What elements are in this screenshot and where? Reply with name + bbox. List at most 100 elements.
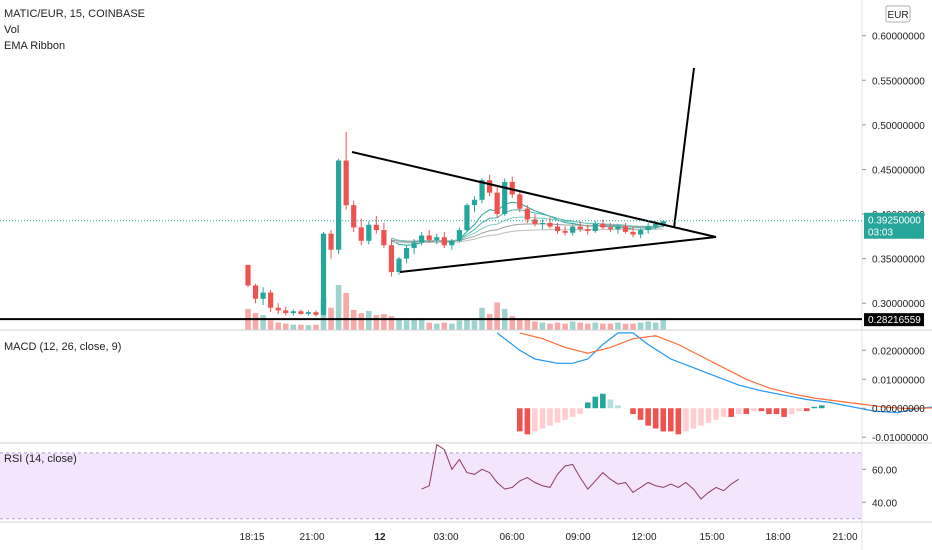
price-tick-label: 0.45000000	[872, 165, 925, 176]
volume-bar	[539, 322, 546, 330]
candle-body	[479, 180, 485, 200]
macd-histogram-bar	[592, 396, 599, 409]
macd-tick-label: -0.01000000	[872, 433, 929, 444]
candle-body	[509, 181, 515, 195]
candle-body	[622, 226, 629, 232]
candle-body	[366, 224, 372, 241]
candles[interactable]	[245, 132, 666, 317]
rsi-band	[0, 452, 862, 519]
volume-bar	[449, 323, 455, 330]
candle-body	[351, 205, 357, 228]
macd-histogram-bar	[751, 408, 757, 412]
candle-body	[660, 221, 666, 224]
candle-body	[403, 247, 410, 259]
last-price-tag-bg	[864, 212, 924, 239]
volume-bar	[622, 323, 629, 330]
volume-bar	[607, 323, 614, 330]
candle-body	[252, 285, 259, 299]
rsi-pane[interactable]: 60.00 40.00 RSI (14, close)	[0, 443, 897, 520]
volume-bar	[630, 323, 636, 330]
price-pane-bg	[0, 0, 862, 330]
candle-body	[305, 312, 311, 314]
volume-bar	[562, 323, 568, 330]
candle-body	[456, 230, 462, 241]
time-tick-label: 21:00	[299, 532, 324, 543]
rsi-tick-label: 40.00	[872, 498, 897, 509]
time-axis-ticks[interactable]: 18:15 21:00 12 03:00 06:00 09:00 12:00 15:00 18:…	[239, 532, 857, 543]
candle-body	[343, 160, 349, 206]
volume-bar	[252, 313, 259, 330]
rsi-tick-label: 60.00	[872, 465, 897, 476]
macd-histogram-bar	[743, 408, 750, 415]
volume-bar	[298, 324, 304, 330]
macd-histogram-bar	[819, 405, 825, 409]
volume-bar	[403, 320, 410, 330]
macd-line	[496, 332, 932, 414]
volume-bar	[275, 322, 281, 330]
candle-body	[638, 230, 644, 235]
candle-body	[426, 235, 432, 240]
upper-trendline	[351, 151, 717, 238]
macd-histogram-bar	[554, 408, 561, 423]
candle-body	[358, 227, 364, 241]
macd-histogram-bar	[713, 408, 719, 420]
volume-bar	[441, 322, 448, 330]
candle-body	[630, 231, 636, 235]
volume-bar	[282, 323, 289, 330]
volume-bar	[343, 292, 349, 330]
macd-histogram-bar	[615, 405, 621, 409]
indicator-label-vol: Vol	[4, 24, 19, 36]
candle-body	[419, 235, 425, 243]
candle-body	[283, 310, 289, 314]
macd-histogram-bar	[600, 393, 606, 409]
breakout-projection-line	[673, 67, 695, 229]
volume-bar	[358, 313, 365, 330]
candle-body	[547, 222, 553, 227]
macd-histogram-bar	[524, 408, 531, 435]
candle-body	[539, 222, 546, 224]
volume-bar	[381, 314, 387, 330]
candle-body	[313, 312, 319, 315]
candle-body	[320, 233, 327, 315]
rsi-title: RSI (14, close)	[4, 453, 77, 465]
volume-bar	[426, 322, 432, 330]
volume-bar	[600, 323, 606, 330]
volume-bar	[418, 318, 425, 330]
indicator-label-ema-ribbon: EMA Ribbon	[4, 40, 65, 52]
volume-bar	[569, 321, 576, 330]
candle-body	[245, 264, 251, 286]
currency-badge[interactable]: EUR	[885, 5, 911, 23]
candle-body	[298, 311, 304, 314]
macd-signal-line	[519, 332, 932, 410]
price-tick-label: 0.55000000	[872, 76, 925, 87]
last-price-value: 0.39250000	[868, 216, 921, 227]
volume-bar	[373, 315, 380, 330]
rsi-axis-ticks: 60.00 40.00	[862, 465, 897, 509]
level-price-tag: 0.28216559	[864, 313, 924, 327]
candle-body	[471, 199, 478, 206]
volume-bar	[652, 322, 659, 330]
price-tick-label: 0.30000000	[872, 299, 925, 310]
time-tick-label: 03:00	[433, 532, 458, 543]
candle-body	[570, 226, 576, 233]
volume-bar	[554, 322, 561, 330]
macd-histogram-bar	[675, 408, 682, 435]
volume-bar	[396, 318, 402, 330]
macd-histogram-bar	[660, 408, 667, 432]
time-tick-label: 06:00	[499, 532, 524, 543]
macd-histogram-bar	[562, 408, 568, 420]
candle-body	[449, 240, 455, 246]
volume-bar	[547, 323, 553, 330]
volume-bar	[335, 285, 342, 330]
macd-histogram-bar	[547, 408, 553, 426]
macd-histogram-bar	[630, 408, 636, 415]
triangle-trendlines[interactable]	[351, 67, 717, 273]
volume-bar	[494, 302, 500, 330]
candle-body	[532, 219, 538, 224]
candle-body	[592, 223, 598, 231]
candle-body	[396, 258, 402, 273]
macd-pane[interactable]: 0.02000000 0.01000000 0.00000000 -0.0100000…	[4, 332, 932, 444]
price-tick-label: 0.35000000	[872, 255, 925, 266]
